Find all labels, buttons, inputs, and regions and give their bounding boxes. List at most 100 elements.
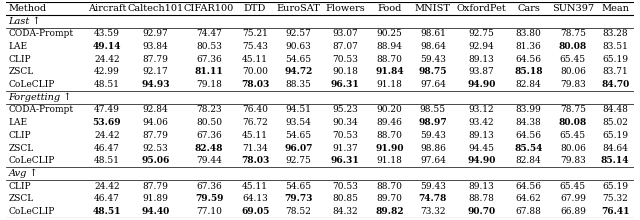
Text: 81.36: 81.36 xyxy=(516,42,541,51)
Text: 65.19: 65.19 xyxy=(602,131,628,140)
Text: 79.44: 79.44 xyxy=(196,156,222,165)
Text: 70.53: 70.53 xyxy=(332,131,358,140)
Text: 82.84: 82.84 xyxy=(516,80,541,89)
Text: 97.64: 97.64 xyxy=(420,80,445,89)
Text: CLIP: CLIP xyxy=(8,55,31,64)
Text: 48.51: 48.51 xyxy=(94,80,120,89)
Text: 85.54: 85.54 xyxy=(515,143,543,152)
Text: 75.32: 75.32 xyxy=(602,194,628,203)
Text: ZSCL: ZSCL xyxy=(8,194,33,203)
Text: 81.11: 81.11 xyxy=(195,68,223,77)
Text: LAE: LAE xyxy=(8,118,28,127)
Text: 85.14: 85.14 xyxy=(601,156,629,165)
Text: 89.13: 89.13 xyxy=(468,182,495,191)
Text: 73.32: 73.32 xyxy=(420,207,445,216)
Text: Last ↑: Last ↑ xyxy=(8,17,41,26)
Text: 93.87: 93.87 xyxy=(468,68,495,77)
Text: 93.07: 93.07 xyxy=(332,29,358,38)
Text: 98.64: 98.64 xyxy=(420,42,445,51)
Text: 70.53: 70.53 xyxy=(332,182,358,191)
Text: Food: Food xyxy=(378,4,402,13)
Text: 79.83: 79.83 xyxy=(560,80,586,89)
Text: 75.21: 75.21 xyxy=(242,29,268,38)
Text: 92.53: 92.53 xyxy=(143,143,168,152)
Text: 80.53: 80.53 xyxy=(196,42,222,51)
Text: 89.82: 89.82 xyxy=(375,207,404,216)
Text: 78.75: 78.75 xyxy=(560,29,586,38)
Text: 53.69: 53.69 xyxy=(92,118,121,127)
Text: 64.62: 64.62 xyxy=(516,194,541,203)
Text: CoLeCLIP: CoLeCLIP xyxy=(8,80,54,89)
Text: 47.49: 47.49 xyxy=(94,106,120,114)
Text: 77.10: 77.10 xyxy=(196,207,222,216)
Text: 90.25: 90.25 xyxy=(376,29,403,38)
Text: 91.18: 91.18 xyxy=(376,156,403,165)
Text: 65.45: 65.45 xyxy=(560,55,586,64)
Text: 92.17: 92.17 xyxy=(143,68,168,77)
Text: 45.11: 45.11 xyxy=(242,182,268,191)
Text: 95.06: 95.06 xyxy=(141,156,170,165)
Text: 84.32: 84.32 xyxy=(333,207,358,216)
Text: 78.52: 78.52 xyxy=(285,207,311,216)
Text: 92.97: 92.97 xyxy=(143,29,168,38)
Text: 67.88: 67.88 xyxy=(516,207,541,216)
Text: 94.06: 94.06 xyxy=(143,118,168,127)
Text: 79.18: 79.18 xyxy=(196,80,222,89)
Text: 80.08: 80.08 xyxy=(559,42,587,51)
Text: 79.73: 79.73 xyxy=(284,194,312,203)
Text: 89.13: 89.13 xyxy=(468,131,495,140)
Text: 98.86: 98.86 xyxy=(420,143,445,152)
Text: CIFAR100: CIFAR100 xyxy=(184,4,234,13)
Text: 91.84: 91.84 xyxy=(375,68,404,77)
Text: 84.64: 84.64 xyxy=(602,143,628,152)
Text: 90.70: 90.70 xyxy=(468,207,496,216)
Text: Caltech101: Caltech101 xyxy=(127,4,184,13)
Text: 98.75: 98.75 xyxy=(419,68,447,77)
Text: 83.80: 83.80 xyxy=(516,29,541,38)
Text: 89.70: 89.70 xyxy=(376,194,403,203)
Text: 96.07: 96.07 xyxy=(284,143,312,152)
Text: ZSCL: ZSCL xyxy=(8,143,33,152)
Text: Cars: Cars xyxy=(517,4,540,13)
Text: SUN397: SUN397 xyxy=(552,4,594,13)
Text: 78.23: 78.23 xyxy=(196,106,222,114)
Text: CoLeCLIP: CoLeCLIP xyxy=(8,156,54,165)
Text: 54.65: 54.65 xyxy=(285,55,312,64)
Text: 88.70: 88.70 xyxy=(376,182,403,191)
Text: 87.79: 87.79 xyxy=(143,131,168,140)
Text: 78.03: 78.03 xyxy=(241,80,269,89)
Text: 93.42: 93.42 xyxy=(469,118,495,127)
Text: DTD: DTD xyxy=(244,4,266,13)
Text: 90.18: 90.18 xyxy=(332,68,358,77)
Text: 59.43: 59.43 xyxy=(420,55,445,64)
Text: 82.84: 82.84 xyxy=(516,156,541,165)
Text: 48.51: 48.51 xyxy=(94,156,120,165)
Text: 78.03: 78.03 xyxy=(241,156,269,165)
Text: 87.79: 87.79 xyxy=(143,55,168,64)
Text: 84.38: 84.38 xyxy=(516,118,541,127)
Text: 98.97: 98.97 xyxy=(419,118,447,127)
Text: 83.51: 83.51 xyxy=(602,42,628,51)
Text: 94.93: 94.93 xyxy=(141,80,170,89)
Text: 90.20: 90.20 xyxy=(377,106,403,114)
Text: 80.85: 80.85 xyxy=(332,194,358,203)
Text: 89.13: 89.13 xyxy=(468,55,495,64)
Text: MNIST: MNIST xyxy=(415,4,451,13)
Text: ZSCL: ZSCL xyxy=(8,68,33,77)
Text: 88.94: 88.94 xyxy=(376,42,403,51)
Text: 94.51: 94.51 xyxy=(285,106,311,114)
Text: 64.13: 64.13 xyxy=(242,194,268,203)
Text: 46.47: 46.47 xyxy=(94,194,120,203)
Text: 98.61: 98.61 xyxy=(420,29,445,38)
Text: 70.53: 70.53 xyxy=(332,55,358,64)
Text: 92.57: 92.57 xyxy=(285,29,311,38)
Text: 94.45: 94.45 xyxy=(468,143,495,152)
Text: 42.99: 42.99 xyxy=(94,68,120,77)
Text: Flowers: Flowers xyxy=(326,4,365,13)
Text: 96.31: 96.31 xyxy=(331,80,360,89)
Text: 24.42: 24.42 xyxy=(94,55,120,64)
Text: 94.40: 94.40 xyxy=(141,207,170,216)
Text: 98.55: 98.55 xyxy=(420,106,446,114)
Text: 54.65: 54.65 xyxy=(285,182,312,191)
Text: 80.50: 80.50 xyxy=(196,118,222,127)
